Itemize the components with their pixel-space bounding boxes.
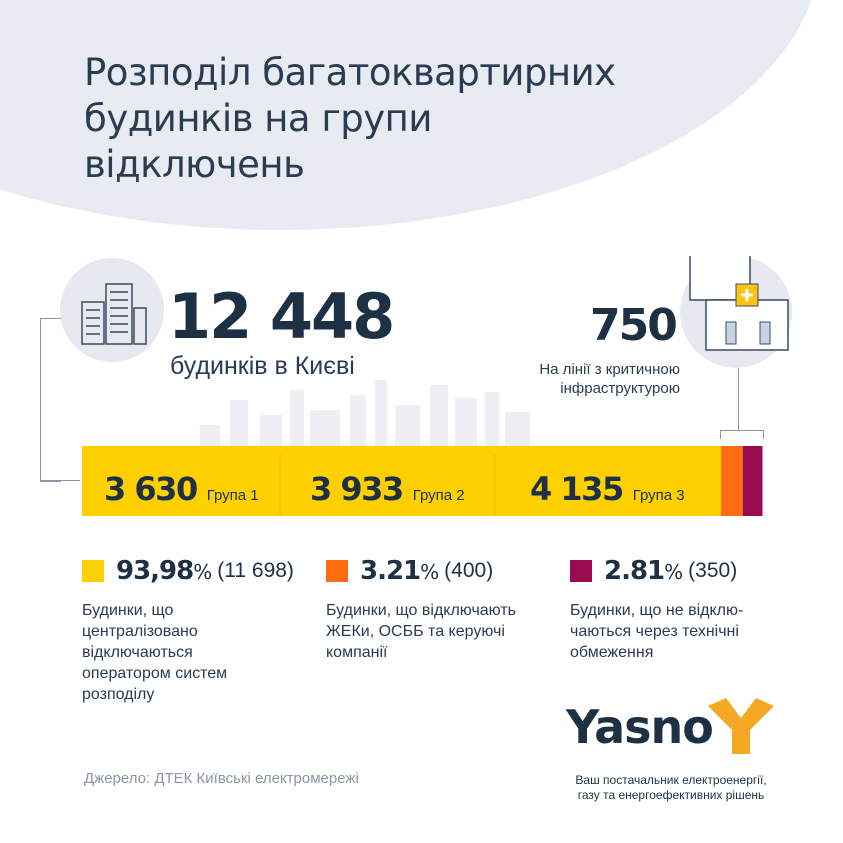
city-skyline xyxy=(200,380,530,446)
bar-segment-2 xyxy=(280,446,496,516)
critical-label-line1: На лінії з критичною xyxy=(539,361,680,378)
critical-value: 750 xyxy=(590,300,678,351)
critical-label: На лінії з критичною інфраструктурою xyxy=(510,360,680,398)
bar-segment-3 xyxy=(495,446,722,516)
buildings-circle xyxy=(60,258,164,362)
skyline-building xyxy=(505,412,530,446)
legend-item-not-disconnected: 2.81% (350) Будинки, що не відклю-чаютьс… xyxy=(570,556,770,663)
skyline-building xyxy=(260,415,282,446)
legend-swatch xyxy=(570,560,592,582)
legend-percent: 93,98% xyxy=(116,556,212,586)
skyline-building xyxy=(290,390,304,446)
brand-name: Yasno xyxy=(566,700,714,754)
legend-count: (350) xyxy=(688,559,738,582)
total-bracket-tick xyxy=(40,480,80,481)
group-3-name: Група 3 xyxy=(632,487,685,504)
critical-bracket xyxy=(720,430,764,439)
page-title: Розподіл багатоквартирних будинків на гр… xyxy=(84,51,616,186)
hospital-icon xyxy=(689,249,789,351)
segment-label-group-1: 3 630 Група 1 xyxy=(104,470,259,508)
critical-connector xyxy=(738,368,739,430)
legend-count: (400) xyxy=(444,559,494,582)
group-3-value: 4 135 xyxy=(530,470,624,508)
skyline-building xyxy=(230,400,248,446)
skyline-building xyxy=(485,392,499,446)
yasno-logo: Yasno xyxy=(566,698,774,754)
source-note: Джерело: ДТЕК Київські електромережі xyxy=(84,770,359,787)
hospital-circle xyxy=(680,249,792,368)
skyline-building xyxy=(395,405,420,446)
total-label: будинків в Києві xyxy=(170,352,355,380)
group-2-name: Група 2 xyxy=(412,487,465,504)
total-value: 12 448 xyxy=(168,280,395,353)
group-2-value: 3 933 xyxy=(310,470,404,508)
skyline-building xyxy=(430,385,448,446)
skyline-building xyxy=(310,410,340,446)
brand-tagline: Ваш постачальник електроенергії, газу та… xyxy=(575,773,767,802)
yasno-y-icon xyxy=(708,698,774,754)
segment-label-group-2: 3 933 Група 2 xyxy=(310,470,465,508)
critical-label-line2: інфраструктурою xyxy=(560,380,680,397)
skyline-building xyxy=(455,398,477,446)
skyline-building xyxy=(350,395,366,446)
legend-percent: 3.21% xyxy=(360,556,439,586)
legend-percent: 2.81% xyxy=(604,556,683,586)
legend-description: Будинки, що відключають ЖЕКи, ОСББ та ке… xyxy=(326,602,516,661)
skyline-building xyxy=(200,425,220,446)
legend-description: Будинки, що не відклю-чаються через техн… xyxy=(570,602,744,661)
bar-segment-1 xyxy=(82,446,281,516)
legend-swatch xyxy=(326,560,348,582)
segment-label-group-3: 4 135 Група 3 xyxy=(530,470,685,508)
legend-swatch xyxy=(82,560,104,582)
group-1-name: Група 1 xyxy=(206,487,259,504)
legend-count: (11 698) xyxy=(217,559,294,582)
total-bracket xyxy=(40,318,61,482)
legend-description: Будинки, що централізовано відключаються… xyxy=(82,602,228,703)
legend-item-zhek: 3.21% (400) Будинки, що відключають ЖЕКи… xyxy=(326,556,546,663)
legend-item-centralized: 93,98% (11 698) Будинки, що централізова… xyxy=(82,556,322,705)
group-1-value: 3 630 xyxy=(104,470,198,508)
skyline-building xyxy=(375,380,387,446)
bar-segment-5 xyxy=(742,446,763,516)
buildings-icon xyxy=(81,283,147,345)
bar-segment-4 xyxy=(721,446,744,516)
